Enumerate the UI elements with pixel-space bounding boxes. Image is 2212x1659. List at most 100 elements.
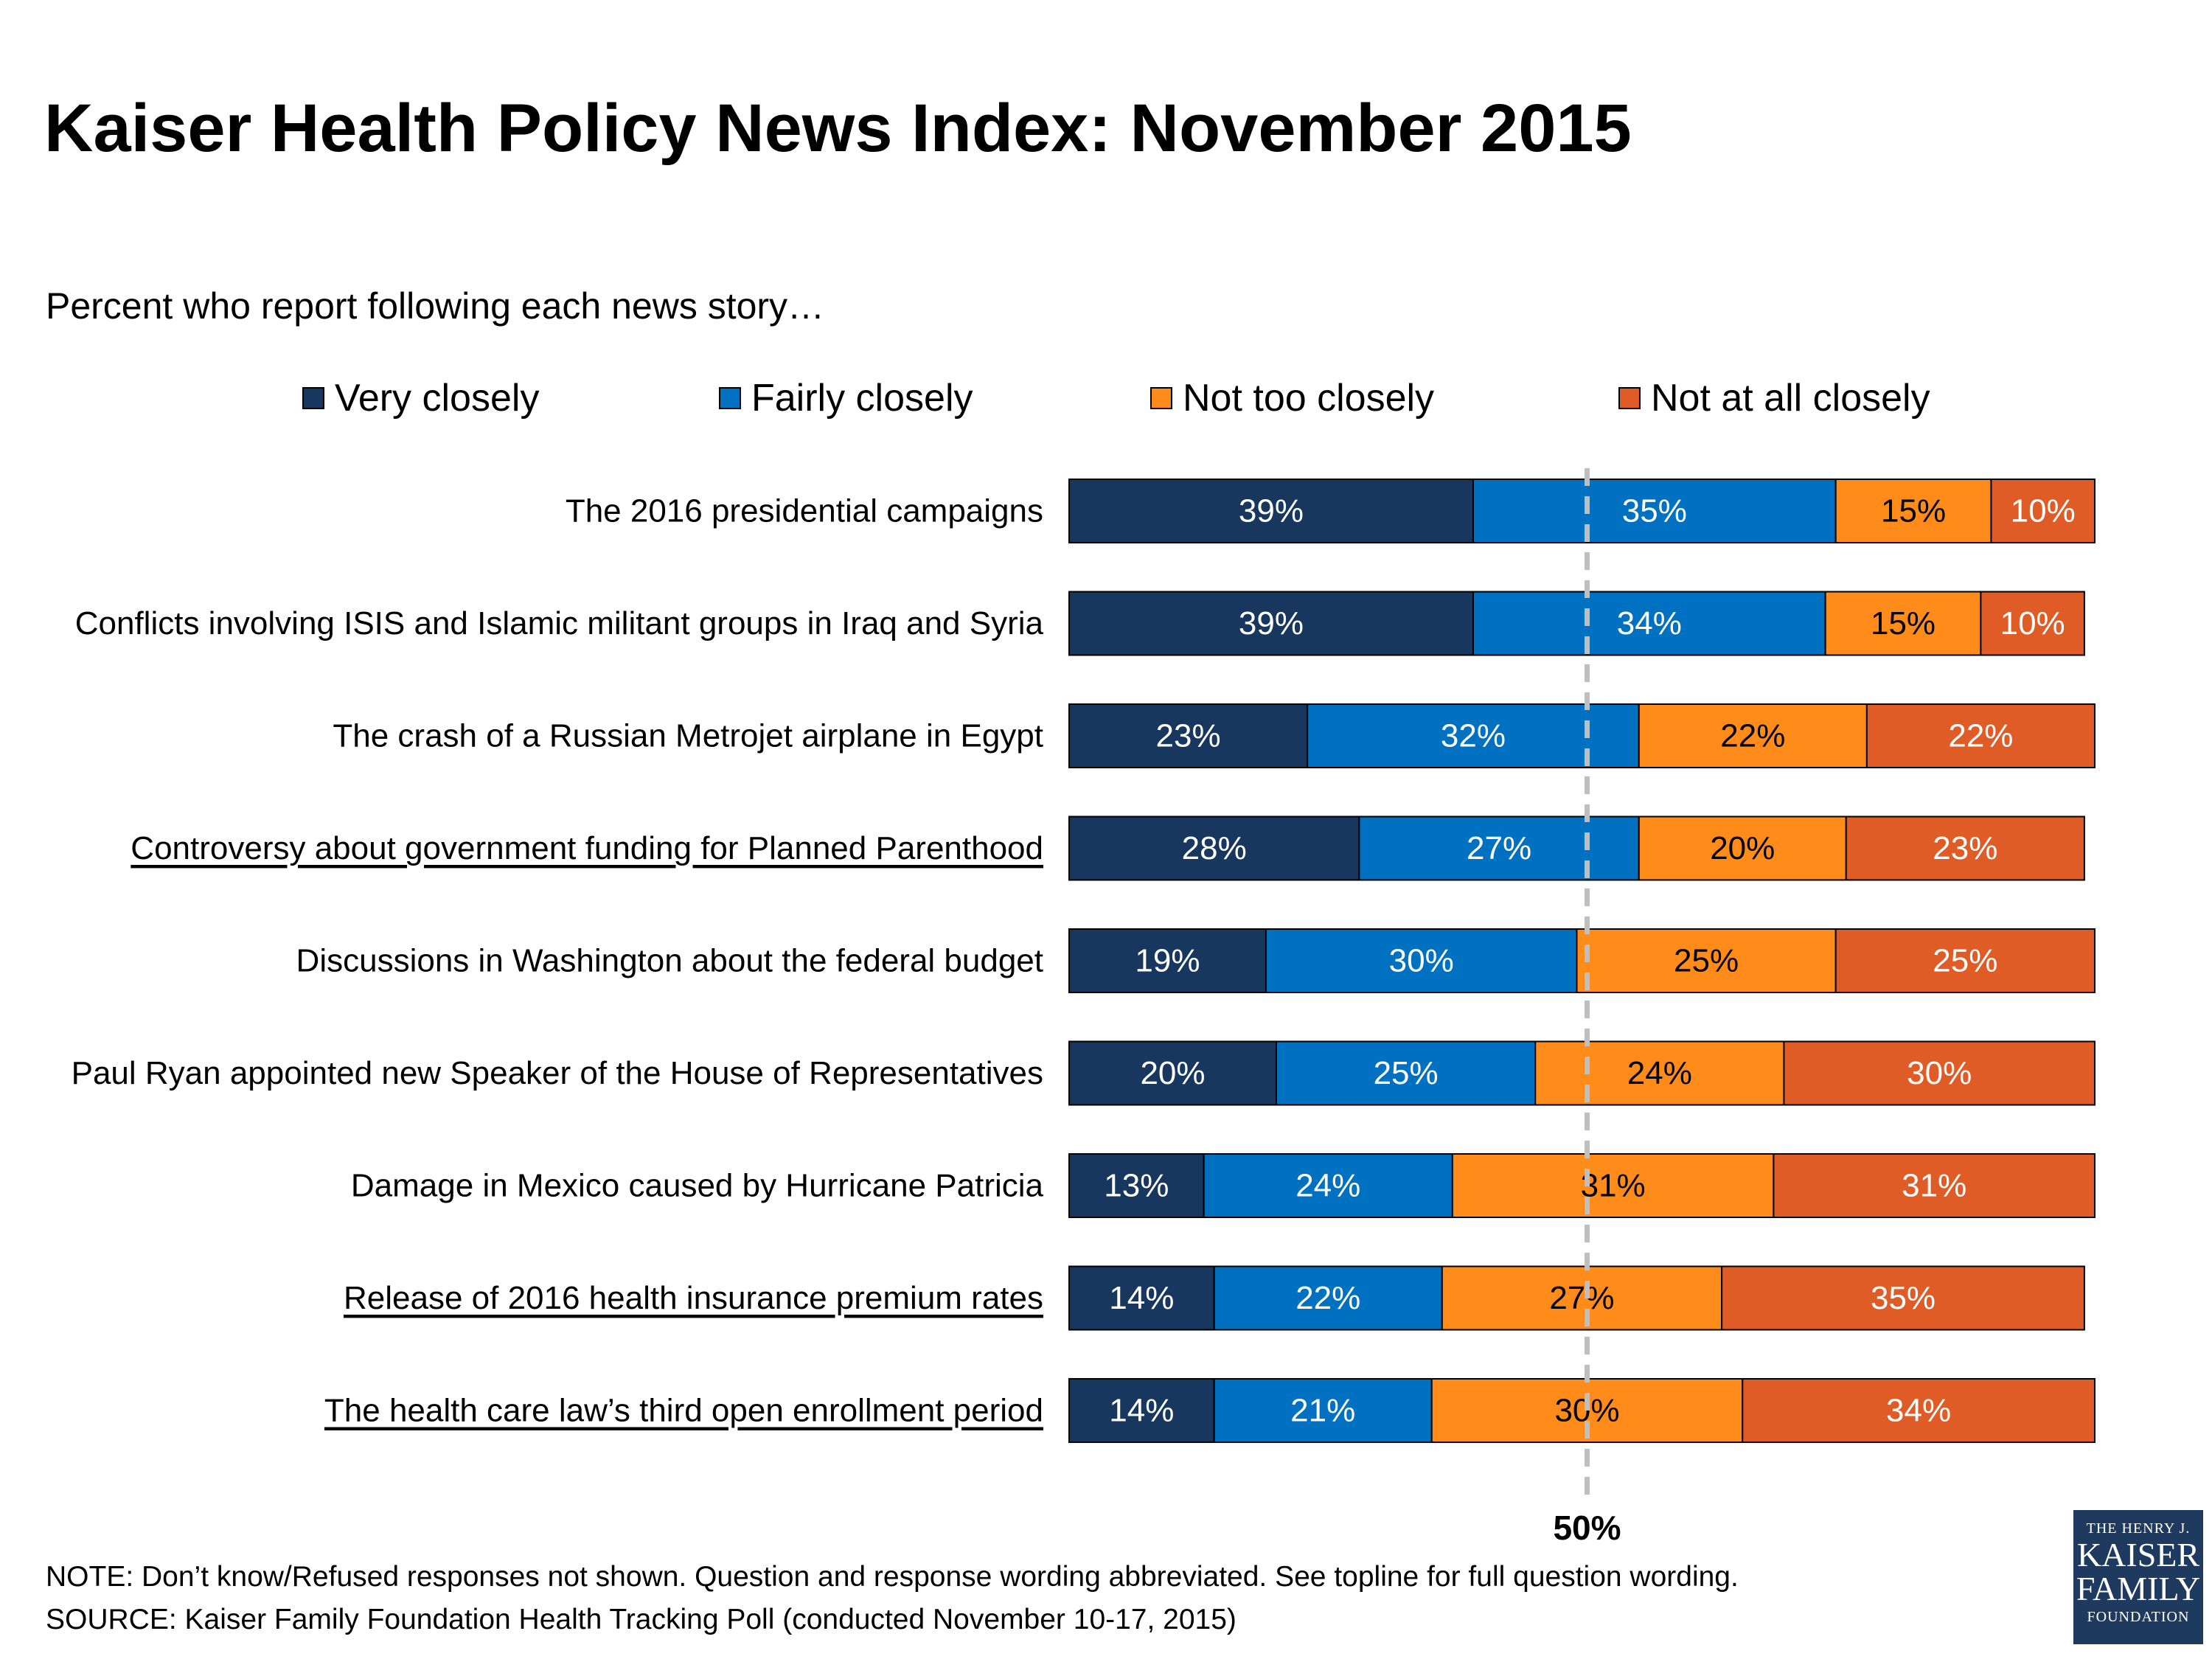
data-label-very-closely: 23%	[1156, 718, 1221, 754]
data-label-fairly-closely: 22%	[1295, 1280, 1360, 1316]
bar-segment-fairly-closely	[1472, 591, 1826, 656]
data-label-very-closely: 39%	[1239, 493, 1304, 529]
legend-swatch-not-too-closely	[1150, 387, 1172, 409]
category-label: The 2016 presidential campaigns	[566, 493, 1043, 529]
bar-row-8: Release of 2016 health insurance premium…	[344, 1265, 2085, 1331]
bar-row-4: Controversy about government funding for…	[131, 815, 2085, 881]
bar-row-1: The 2016 presidential campaigns 39% 35% 15%…	[566, 479, 2096, 543]
data-label-not-too-closely: 15%	[1881, 493, 1946, 529]
legend-swatch-very-closely	[302, 387, 324, 409]
logo-line-4: FOUNDATION	[2087, 1609, 2190, 1625]
bar-segment-not-at-all-closely	[1980, 591, 2085, 656]
data-label-fairly-closely: 32%	[1441, 718, 1506, 754]
reference-line-label: 50%	[1553, 1509, 1621, 1547]
bar-row-7: Damage in Mexico caused by Hurricane Pat…	[351, 1153, 2096, 1218]
data-label-fairly-closely: 21%	[1290, 1393, 1355, 1429]
data-label-fairly-closely: 35%	[1622, 493, 1687, 529]
category-label: Damage in Mexico caused by Hurricane Pat…	[351, 1168, 1044, 1204]
bar-segment-not-at-all-closely	[1865, 703, 2096, 768]
data-label-not-at-all-closely: 23%	[1933, 830, 1997, 866]
data-label-not-too-closely: 24%	[1627, 1055, 1692, 1091]
data-label-fairly-closely: 30%	[1389, 943, 1454, 979]
category-label: Discussions in Washington about the fede…	[296, 943, 1043, 979]
data-label-not-at-all-closely: 31%	[1902, 1168, 1966, 1204]
kaiser-family-foundation-logo: THE HENRY J. KAISER FAMILY FOUNDATION	[2073, 1510, 2203, 1644]
footnotes: NOTE: Don’t know/Refused responses not s…	[46, 1556, 1739, 1641]
footnote-source: SOURCE: Kaiser Family Foundation Health …	[46, 1604, 1237, 1635]
data-label-very-closely: 14%	[1109, 1280, 1174, 1316]
bar-segment-not-too-closely	[1451, 1153, 1775, 1218]
logo-line-3: FAMILY	[2076, 1570, 2201, 1607]
bar-row-5: Discussions in Washington about the fede…	[296, 928, 2096, 993]
data-label-not-too-closely: 20%	[1710, 830, 1775, 866]
data-label-not-too-closely: 15%	[1871, 605, 1935, 641]
bar-segment-not-at-all-closely	[1742, 1378, 2096, 1443]
data-label-not-at-all-closely: 25%	[1933, 943, 1997, 979]
bar-row-6: Paul Ryan appointed new Speaker of the H…	[72, 1040, 2096, 1106]
data-label-not-at-all-closely: 30%	[1907, 1055, 1972, 1091]
data-label-fairly-closely: 25%	[1374, 1055, 1439, 1091]
bar-row-9: The health care law’s third open enrollm…	[324, 1378, 2096, 1443]
data-label-not-at-all-closely: 10%	[2011, 493, 2076, 529]
bar-segment-very-closely	[1068, 928, 1267, 993]
data-label-not-too-closely: 25%	[1674, 943, 1739, 979]
bar-row-2: Conflicts involving ISIS and Islamic mil…	[75, 591, 2085, 656]
bar-segment-fairly-closely	[1213, 1378, 1433, 1443]
category-label: Controversy about government funding for…	[131, 830, 1043, 866]
data-label-not-at-all-closely: 22%	[1948, 718, 2013, 754]
bar-segment-fairly-closely	[1358, 815, 1640, 881]
bar-segment-fairly-closely	[1307, 703, 1640, 768]
data-label-fairly-closely: 24%	[1295, 1168, 1360, 1204]
bar-row-3: The crash of a Russian Metrojet airplane…	[333, 703, 2096, 768]
legend-label-not-too-closely: Not too closely	[1183, 377, 1435, 420]
chart-subtitle: Percent who report following each news s…	[46, 285, 825, 327]
bar-segment-not-too-closely	[1441, 1265, 1723, 1331]
bar-segment-not-at-all-closely	[1783, 1040, 2096, 1106]
legend-label-very-closely: Very closely	[335, 377, 540, 420]
bar-segment-very-closely	[1068, 1040, 1277, 1106]
bar-segment-fairly-closely	[1276, 1040, 1537, 1106]
bar-segment-very-closely	[1068, 1153, 1205, 1218]
bar-segment-not-too-closely	[1576, 928, 1837, 993]
bar-segment-not-too-closely	[1638, 815, 1847, 881]
chart-title: Kaiser Health Policy News Index: Novembe…	[44, 91, 1632, 166]
legend-swatch-fairly-closely	[719, 387, 741, 409]
data-label-not-at-all-closely: 10%	[2000, 605, 2065, 641]
data-label-very-closely: 14%	[1109, 1393, 1174, 1429]
data-label-not-at-all-closely: 34%	[1886, 1393, 1951, 1429]
data-label-very-closely: 28%	[1182, 830, 1247, 866]
logo-line-1: THE HENRY J.	[2086, 1520, 2191, 1537]
bar-segment-very-closely	[1068, 1265, 1215, 1331]
legend-swatch-not-at-all-closely	[1618, 387, 1641, 409]
bar-segment-not-at-all-closely	[1990, 479, 2096, 543]
category-label: The crash of a Russian Metrojet airplane…	[333, 718, 1043, 754]
bar-segment-not-at-all-closely	[1834, 928, 2096, 993]
data-label-fairly-closely: 34%	[1617, 605, 1682, 641]
data-label-very-closely: 19%	[1135, 943, 1200, 979]
bar-segment-not-at-all-closely	[1845, 815, 2085, 881]
legend-label-not-at-all-closely: Not at all closely	[1651, 377, 1930, 420]
bar-segment-not-too-closely	[1638, 703, 1868, 768]
data-label-fairly-closely: 27%	[1467, 830, 1531, 866]
legend-item-not-too-closely: Not too closely	[1150, 376, 1434, 420]
logo-line-2: KAISER	[2076, 1536, 2200, 1573]
bar-segment-very-closely	[1068, 703, 1309, 768]
bar-segment-not-at-all-closely	[1721, 1265, 2085, 1331]
data-label-not-too-closely: 31%	[1581, 1168, 1646, 1204]
data-label-not-too-closely: 22%	[1720, 718, 1785, 754]
legend-item-not-at-all-closely: Not at all closely	[1618, 376, 1930, 420]
data-label-very-closely: 13%	[1104, 1168, 1169, 1204]
data-label-not-at-all-closely: 35%	[1871, 1280, 1935, 1316]
data-label-very-closely: 39%	[1239, 605, 1304, 641]
category-label: Paul Ryan appointed new Speaker of the H…	[72, 1055, 1043, 1091]
category-label: Release of 2016 health insurance premium…	[344, 1280, 1043, 1316]
bar-segment-fairly-closely	[1265, 928, 1578, 993]
footnote-note: NOTE: Don’t know/Refused responses not s…	[46, 1561, 1739, 1593]
bar-segment-not-too-closely	[1534, 1040, 1785, 1106]
bar-segment-fairly-closely	[1472, 479, 1837, 543]
legend-item-very-closely: Very closely	[302, 376, 539, 420]
data-label-not-too-closely: 27%	[1549, 1280, 1614, 1316]
legend-label-fairly-closely: Fairly closely	[751, 377, 973, 420]
category-label: The health care law’s third open enrollm…	[324, 1393, 1043, 1429]
